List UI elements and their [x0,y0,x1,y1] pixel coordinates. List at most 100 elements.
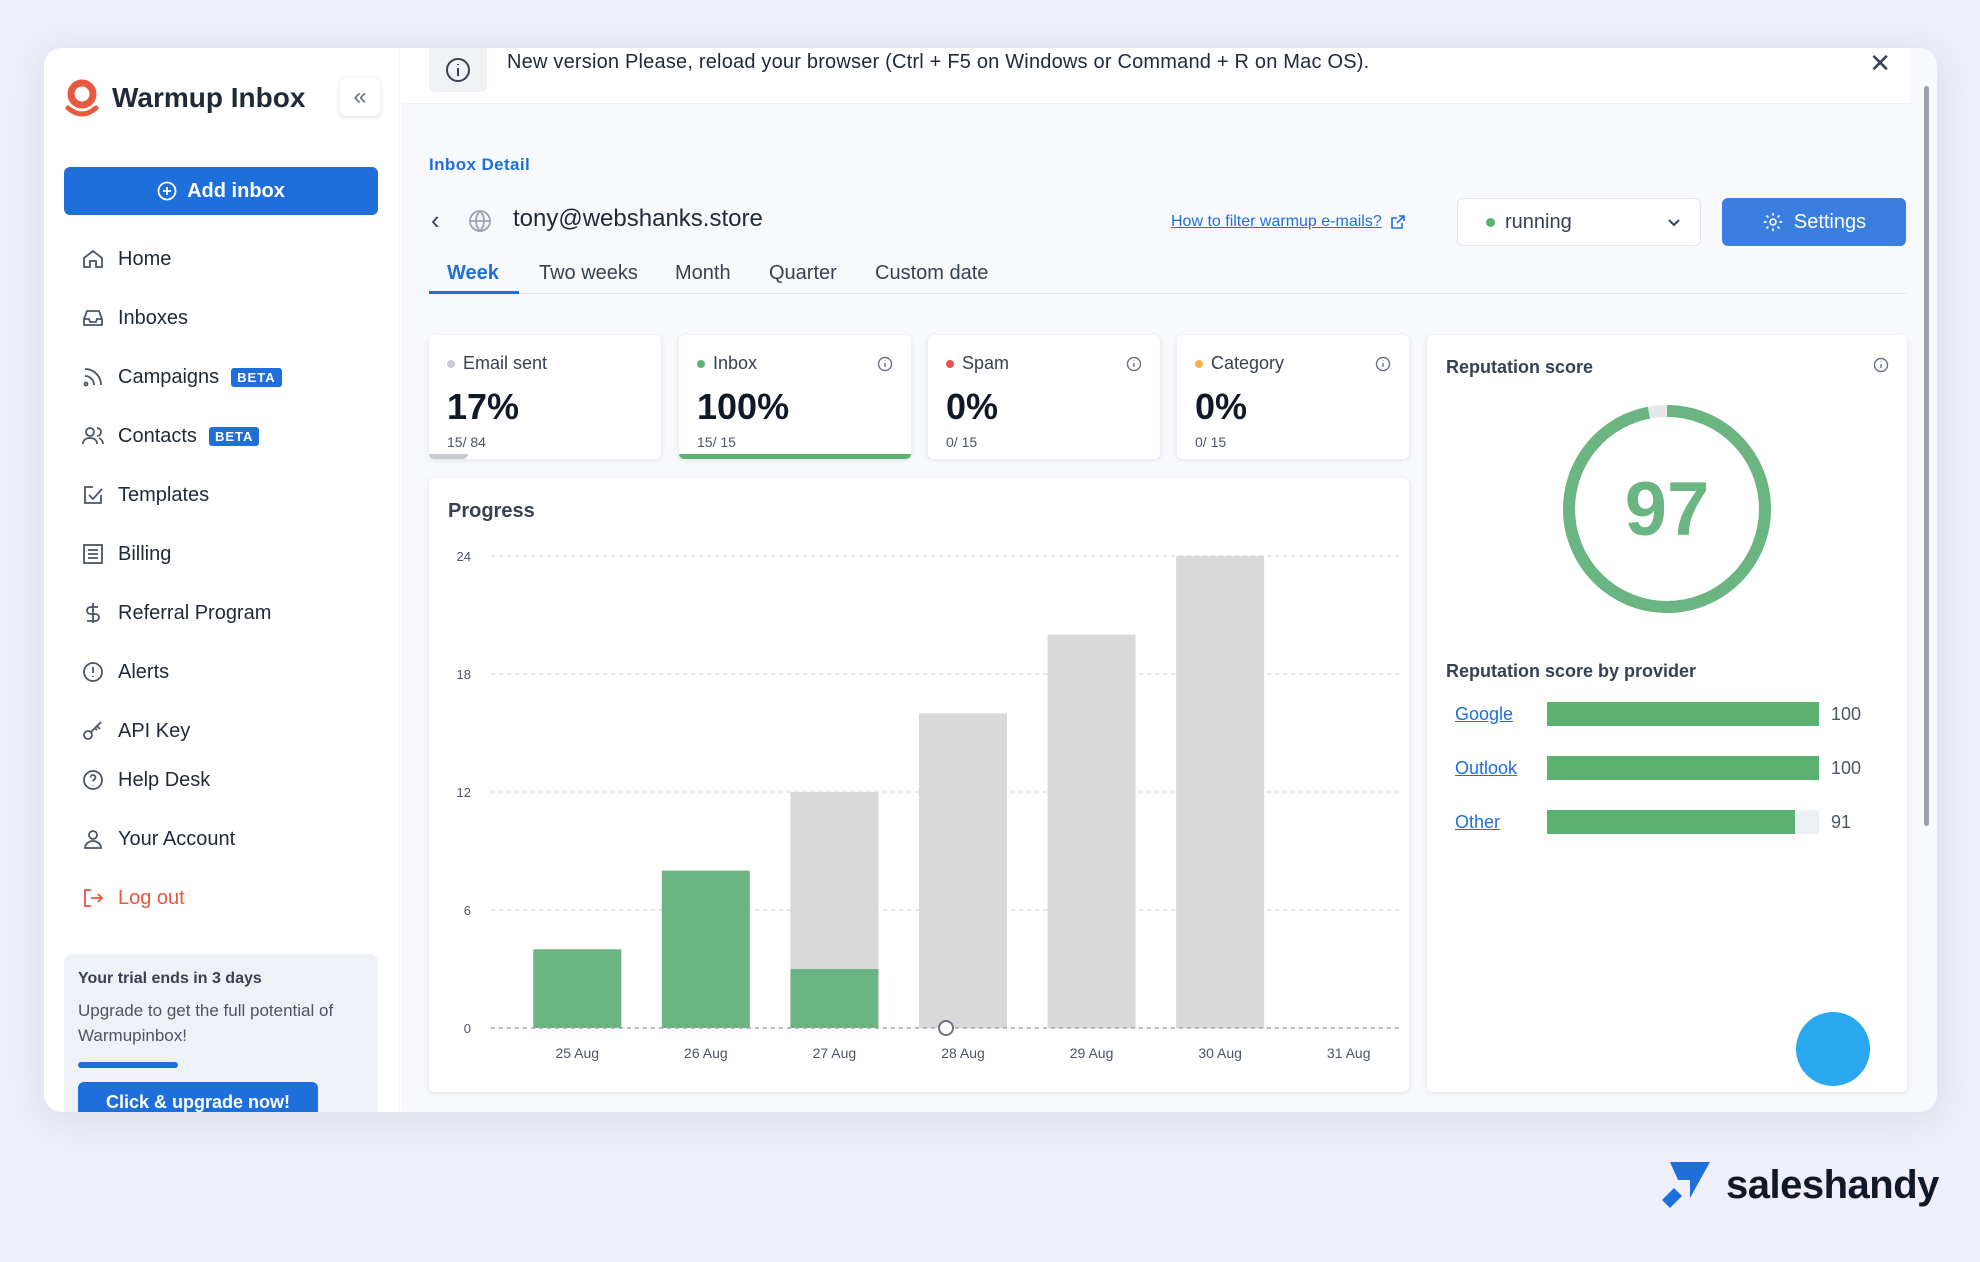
info-icon[interactable] [1126,356,1142,372]
date-range-tabs: Week Two weeks Month Quarter Custom date [429,252,1906,294]
filter-help-link[interactable]: How to filter warmup e-mails? [1171,213,1406,231]
provider-bar-fill [1547,702,1819,726]
stat-card-inbox: Inbox 100% 15/ 15 [679,335,911,459]
breadcrumb[interactable]: Inbox Detail [429,155,531,174]
provider-bar-track [1547,810,1819,834]
settings-label: Settings [1793,210,1867,233]
stat-progress-bar [429,454,469,459]
back-arrow-icon[interactable]: ‹ [431,205,440,235]
provider-bar-fill [1547,810,1795,834]
gauge-fill [1563,405,1771,613]
tab-custom-date[interactable]: Custom date [875,262,989,284]
bar-sent [919,713,1007,1028]
saleshandy-logo-icon [1662,1162,1710,1208]
sidebar-item-label: Inboxes [118,306,189,329]
stat-value: 17% [447,386,520,427]
sidebar-item-billing[interactable]: Billing [80,539,171,569]
stat-card-category: Category 0% 0/ 15 [1177,335,1409,459]
sidebar-item-inboxes[interactable]: Inboxes [80,303,188,333]
stat-sub: 0/ 15 [946,434,978,450]
sidebar-item-help-desk[interactable]: Help Desk [80,765,210,795]
logout-icon [80,885,106,911]
sidebar-item-label: API Key [118,719,191,742]
stat-sub: 15/ 15 [697,434,736,450]
provider-score: 100 [1831,757,1862,778]
receipt-icon [80,541,106,567]
provider-name[interactable]: Google [1455,703,1514,724]
y-tick-label: 0 [464,1021,471,1036]
stat-sub: 15/ 84 [447,434,486,450]
status-dot [697,359,705,368]
rss-icon [80,364,106,390]
sidebar-item-logout[interactable]: Log out [80,883,185,913]
bar-inbox [661,870,750,1028]
stat-card-spam: Spam 0% 0/ 15 [928,335,1160,459]
status-dropdown[interactable]: running [1457,198,1701,246]
trial-panel: Your trial ends in 3 days Upgrade to get… [64,954,378,1112]
x-tick-label: 29 Aug [1070,1045,1114,1061]
info-icon[interactable] [1873,357,1889,373]
y-tick-label: 18 [457,667,471,682]
collapse-sidebar-button[interactable]: « [340,78,380,116]
sidebar-item-label: Billing [118,542,172,565]
brand[interactable]: Warmup Inbox [64,78,305,118]
y-tick-label: 12 [457,785,471,800]
chevron-down-icon [1668,219,1680,227]
sidebar-item-your-account[interactable]: Your Account [80,824,235,854]
stat-label: Inbox [713,353,758,373]
reputation-by-provider-title: Reputation score by provider [1446,661,1697,681]
status-dot [1195,359,1203,368]
trial-progress-bar [78,1062,178,1068]
trial-title: Your trial ends in 3 days [78,970,262,987]
settings-button[interactable]: Settings [1722,198,1906,246]
upgrade-button[interactable]: Click & upgrade now! [78,1082,318,1112]
users-icon [80,423,106,449]
sidebar-item-contacts[interactable]: Contacts BETA [80,421,260,451]
add-inbox-label: Add inbox [187,179,285,202]
reputation-gauge: 97 [1563,405,1771,613]
home-icon [80,246,106,272]
chat-widget-button[interactable] [1796,1012,1870,1086]
scrollbar[interactable] [1924,86,1929,826]
banner-text: New version Please, reload your browser … [507,51,1370,73]
tab-two-weeks[interactable]: Two weeks [539,262,638,284]
bar-inbox [790,969,879,1028]
provider-row-outlook: Outlook 100 [1455,753,1885,783]
sidebar-item-api-key[interactable]: API Key [80,716,190,746]
tab-quarter[interactable]: Quarter [769,262,837,284]
stat-label: Spam [962,353,1010,373]
progress-title: Progress [448,500,535,522]
provider-row-google: Google 100 [1455,699,1885,729]
y-tick-label: 6 [464,903,471,918]
stat-value: 100% [697,386,790,427]
tab-week[interactable]: Week [447,262,499,284]
progress-card: Progress 0 6 12 18 24 25 Aug 26 Aug 27 Aug 28 Au… [429,478,1409,1092]
provider-name[interactable]: Other [1455,811,1501,832]
sidebar-item-label: Campaigns [118,365,220,388]
provider-name[interactable]: Outlook [1455,757,1518,778]
sidebar-item-campaigns[interactable]: Campaigns BETA [80,362,282,392]
sidebar-item-home[interactable]: Home [80,244,171,274]
info-icon[interactable] [1375,356,1391,372]
sidebar-item-alerts[interactable]: Alerts [80,657,169,687]
sidebar-item-templates[interactable]: Templates [80,480,209,510]
reputation-card: Reputation score 97 Reputation score by … [1427,335,1907,1092]
inbox-icon [80,305,106,331]
update-banner: New version Please, reload your browser … [401,48,1911,104]
saleshandy-wordmark: saleshandy [1726,1162,1939,1207]
provider-bar-track [1547,702,1819,726]
sidebar-item-label: Alerts [118,660,170,683]
filter-help-link-label: How to filter warmup e-mails? [1171,213,1382,230]
provider-bar-fill [1547,756,1819,780]
info-icon[interactable] [877,356,893,372]
x-tick-label: 28 Aug [941,1045,985,1061]
sidebar-item-label: Home [118,247,172,270]
stat-label: Category [1211,353,1285,373]
close-icon[interactable]: ✕ [1869,48,1891,78]
sidebar-item-label: Help Desk [118,768,211,791]
info-icon [429,48,487,92]
sidebar-item-referral[interactable]: Referral Program [80,598,271,628]
tab-month[interactable]: Month [675,262,731,284]
stat-label: Email sent [463,353,548,373]
add-inbox-button[interactable]: Add inbox [64,167,378,215]
